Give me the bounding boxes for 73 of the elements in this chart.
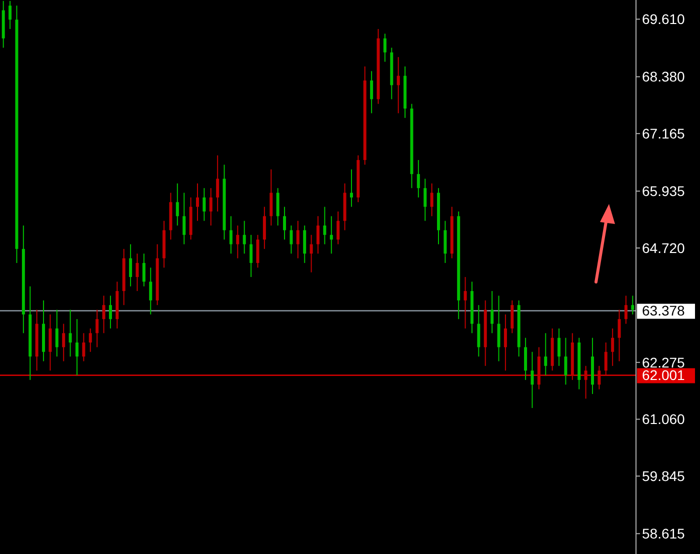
candlestick <box>323 206 326 245</box>
candlestick <box>330 216 333 254</box>
candlestick <box>176 182 179 226</box>
candlestick <box>310 234 313 273</box>
candlestick <box>256 234 260 268</box>
y-tick-label: 69.610 <box>642 11 686 28</box>
candlestick <box>564 337 568 386</box>
candlestick <box>336 210 340 245</box>
candlestick <box>149 267 152 315</box>
candlestick <box>202 188 206 222</box>
candlestick <box>624 295 628 324</box>
candlestick <box>416 160 420 198</box>
candlestick <box>558 328 561 366</box>
candlestick <box>611 328 614 366</box>
candlestick <box>490 290 494 334</box>
candlestick <box>303 225 306 264</box>
candlestick <box>464 276 467 329</box>
candlestick <box>88 328 92 352</box>
y-tick-label: 64.720 <box>642 240 686 256</box>
candlestick <box>544 332 548 376</box>
y-tick-label: 67.165 <box>642 125 686 142</box>
candlestick <box>62 323 66 362</box>
candlestick <box>229 216 232 254</box>
candlestick <box>68 309 72 358</box>
candlestick <box>236 225 240 259</box>
candlestick <box>276 188 280 226</box>
candlestick <box>296 220 300 259</box>
candlestick <box>108 295 112 329</box>
candlestick <box>209 188 212 226</box>
candlestick <box>142 253 146 287</box>
candlestick <box>216 154 220 212</box>
y-tick-label: 68.380 <box>642 68 686 85</box>
candlestick <box>631 295 634 315</box>
candlestick <box>370 70 374 114</box>
candlestick <box>55 309 58 358</box>
candlestick <box>396 56 400 114</box>
candlestick <box>510 300 514 334</box>
candlestick <box>75 318 78 376</box>
candlestick <box>598 365 601 390</box>
candlestick <box>242 220 246 254</box>
candlestick <box>82 332 86 362</box>
candlestick <box>283 206 286 240</box>
candlestick <box>604 342 608 376</box>
candlestick <box>182 192 186 245</box>
candlestick <box>524 337 528 380</box>
candlestick <box>8 0 12 30</box>
candlestick <box>270 168 273 226</box>
candlestick <box>316 216 320 254</box>
ref-line-label: 63.378 <box>642 302 686 319</box>
candlestick <box>102 295 106 334</box>
candlestick <box>196 182 199 222</box>
candlestick <box>584 365 588 400</box>
candlestick <box>497 295 500 362</box>
candlestick <box>477 304 480 358</box>
y-tick-label: 65.935 <box>642 183 686 200</box>
candlestick <box>136 253 139 292</box>
candlestick <box>430 182 434 217</box>
y-tick-label: 59.845 <box>642 468 686 484</box>
candlestick <box>262 206 266 250</box>
candlestick <box>530 351 534 409</box>
candlestick <box>290 225 293 254</box>
candlestick <box>444 220 447 264</box>
candlestick <box>129 244 132 287</box>
y-tick-label: 61.060 <box>642 411 686 428</box>
candlestick <box>424 178 427 222</box>
candlestick <box>350 168 353 208</box>
y-tick-label: 58.615 <box>642 526 686 542</box>
candlestick <box>504 314 507 372</box>
candlestick <box>48 314 52 372</box>
candlestick <box>96 309 99 348</box>
candlestick <box>250 234 253 278</box>
candlestick <box>383 33 386 62</box>
candlestick <box>618 309 621 362</box>
